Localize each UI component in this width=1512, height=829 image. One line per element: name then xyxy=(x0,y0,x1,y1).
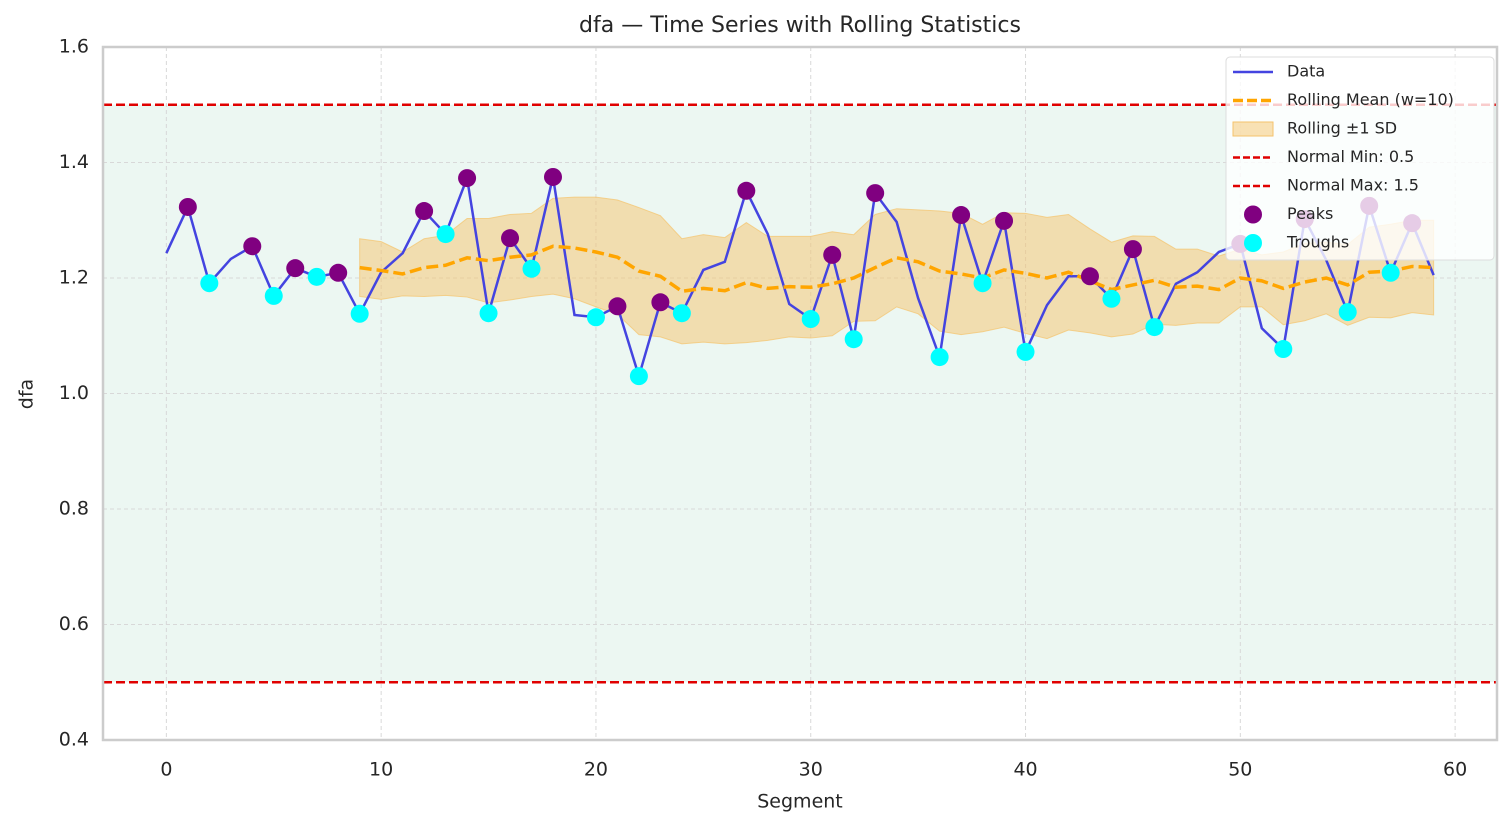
trough-marker xyxy=(436,225,455,244)
trough-marker xyxy=(350,304,369,323)
x-axis-label: Segment xyxy=(757,791,843,813)
peak-marker xyxy=(415,202,434,221)
trough-marker xyxy=(586,308,605,327)
x-tick-label: 0 xyxy=(160,759,172,781)
legend-label: Rolling Mean (w=10) xyxy=(1287,90,1454,109)
peak-marker xyxy=(952,206,971,225)
y-tick-label: 0.4 xyxy=(59,729,89,751)
legend-label: Peaks xyxy=(1287,204,1333,223)
x-tick-label: 50 xyxy=(1228,759,1252,781)
peak-marker xyxy=(329,263,348,282)
y-tick-label: 1.4 xyxy=(59,151,89,173)
trough-marker xyxy=(973,274,992,293)
trough-marker xyxy=(479,304,498,323)
x-tick-label: 20 xyxy=(584,759,608,781)
peak-marker xyxy=(995,211,1014,230)
trough-marker xyxy=(522,259,541,278)
legend-label: Normal Max: 1.5 xyxy=(1287,176,1419,195)
chart-title: dfa — Time Series with Rolling Statistic… xyxy=(579,13,1021,38)
peak-marker xyxy=(286,259,305,278)
trough-marker xyxy=(1102,289,1121,308)
trough-marker xyxy=(1145,318,1164,337)
trough-marker xyxy=(930,348,949,367)
legend-label: Normal Min: 0.5 xyxy=(1287,147,1414,166)
peak-marker xyxy=(823,245,842,264)
trough-marker xyxy=(629,367,648,386)
legend-label: Data xyxy=(1287,62,1325,81)
peak-marker xyxy=(458,169,477,188)
legend-label: Troughs xyxy=(1286,233,1349,252)
y-tick-label: 1.6 xyxy=(59,36,89,58)
trough-marker xyxy=(264,286,283,305)
legend: Data Rolling Mean (w=10) Rolling ±1 SD Norm… xyxy=(1225,56,1495,261)
trough-marker xyxy=(200,274,219,293)
trough-marker xyxy=(307,267,326,286)
peak-marker xyxy=(543,167,562,186)
trough-marker xyxy=(1274,340,1293,359)
y-tick-label: 1.2 xyxy=(59,267,89,289)
peak-marker xyxy=(178,197,197,216)
legend-swatch xyxy=(1232,121,1274,137)
x-tick-label: 30 xyxy=(799,759,823,781)
trough-marker xyxy=(1338,303,1357,322)
plot-frame xyxy=(101,45,1499,742)
peak-marker xyxy=(501,229,520,248)
legend-swatch xyxy=(1244,205,1262,224)
y-tick-label: 0.6 xyxy=(59,613,89,635)
y-axis-label: dfa xyxy=(16,379,38,409)
peak-marker xyxy=(243,237,262,256)
trough-marker xyxy=(1016,342,1035,361)
peak-marker xyxy=(651,293,670,312)
peak-marker xyxy=(737,181,756,200)
x-tick-label: 60 xyxy=(1443,759,1467,781)
peak-marker xyxy=(1123,240,1142,259)
x-tick-label: 10 xyxy=(369,759,393,781)
y-tick-label: 1.0 xyxy=(59,382,89,404)
legend-box xyxy=(1225,56,1495,261)
peak-marker xyxy=(866,184,885,203)
peak-marker xyxy=(1080,267,1099,286)
trough-marker xyxy=(801,310,820,329)
data-line xyxy=(165,173,1435,381)
trough-marker xyxy=(1381,263,1400,282)
peak-marker xyxy=(608,297,627,316)
legend-swatch xyxy=(1244,234,1262,252)
legend-label: Rolling ±1 SD xyxy=(1287,119,1397,138)
y-tick-label: 0.8 xyxy=(59,498,89,520)
trough-marker xyxy=(844,330,863,349)
x-tick-label: 40 xyxy=(1013,759,1037,781)
trough-marker xyxy=(672,304,691,323)
